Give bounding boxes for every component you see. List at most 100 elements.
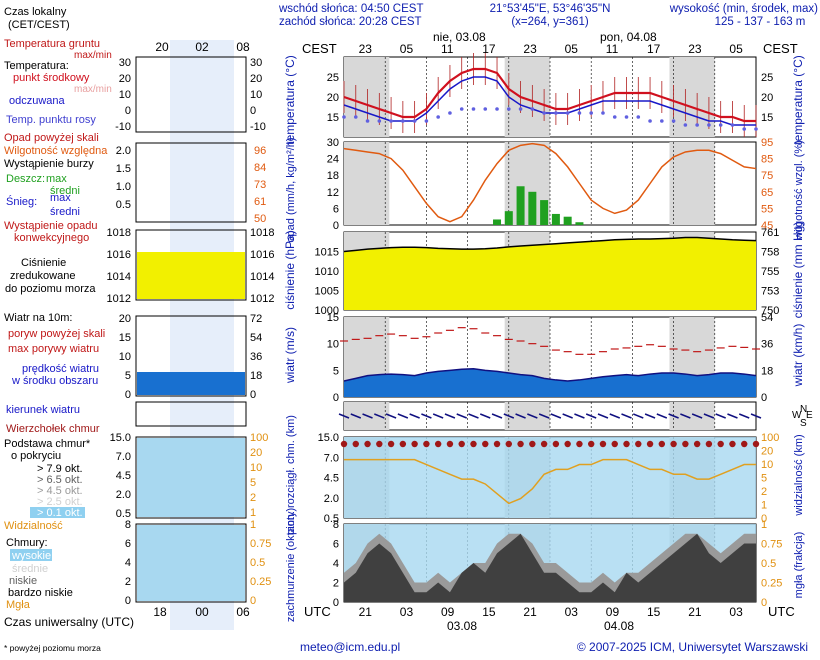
legend-low: niskie — [9, 575, 37, 587]
precip-bar — [551, 213, 560, 225]
axis-tick-label: 15 — [761, 112, 773, 124]
cloud-top-dot — [682, 440, 689, 448]
axis-tick-label: 15 — [327, 312, 339, 324]
legend-footnote: * powyżej poziomu morza — [4, 643, 101, 653]
legend-tick-label: 1 — [250, 507, 256, 519]
legend-tick-label: 4 — [125, 557, 131, 569]
legend-tick-label: -10 — [250, 121, 266, 133]
axis-tick-label: 45 — [761, 220, 773, 232]
compass-label: E — [806, 410, 813, 421]
cloud-top-dot — [576, 440, 583, 448]
wind-direction-arrow — [750, 413, 762, 419]
bottom-hour-label: 03 — [565, 605, 579, 619]
legend-tick-label: 18 — [250, 370, 262, 382]
cloudbase-axis-title: pion. rozciągł. chm. (km) — [285, 415, 297, 535]
legend-tick-label: 30 — [119, 57, 131, 69]
dew-point-dot — [377, 119, 382, 123]
elevation-values: 125 - 137 - 163 m — [715, 16, 806, 28]
legend-visibility: Widzialność — [4, 520, 63, 532]
legend-tick-label: 10 — [119, 89, 131, 101]
axis-tick-label: 6 — [333, 539, 339, 551]
wind-direction-arrow — [527, 413, 538, 419]
legend-wind-dir: kierunek wiatru — [6, 404, 80, 416]
wind-direction-arrow — [338, 413, 350, 419]
legend-cov3: > 4.5 okt. — [37, 485, 83, 497]
legend-panel-frame — [135, 315, 247, 397]
axis-tick-label: 18 — [327, 170, 339, 182]
legend-cov5: > 0.1 okt. — [37, 507, 83, 519]
legend-tick-label: 4.5 — [116, 470, 131, 482]
day2-label: pon, 04.08 — [600, 30, 657, 44]
wind-direction-arrow — [691, 413, 703, 419]
main-meteogram: 1520251520250612182430455565758595100010… — [315, 53, 813, 609]
visibility-line — [344, 458, 756, 505]
wind-direction-arrow — [385, 413, 397, 419]
wind-direction-arrow — [409, 413, 420, 419]
dew-point-dot — [530, 107, 535, 111]
humidity-axis-title: wilgotność wzgl. (%) — [793, 140, 805, 241]
cloud-top-dot — [693, 440, 701, 448]
axis-tick-label: 7.0 — [324, 452, 339, 464]
fog-axis-title: mgła (frakcja) — [793, 532, 805, 599]
cloud-top-dot — [599, 440, 607, 448]
axis-tick-label: 20 — [327, 92, 339, 104]
humidity-line — [343, 142, 757, 223]
dew-point-dot — [389, 119, 393, 123]
top-hour-label: 11 — [441, 42, 454, 56]
legend-pressure-area — [137, 252, 245, 299]
wind-direction-arrow — [397, 413, 409, 419]
wind-direction-arrow — [550, 413, 562, 419]
visibility-axis-title: widzialność (km) — [793, 434, 805, 516]
cloud-top-dot — [623, 440, 630, 448]
cloud-top-dot — [387, 440, 395, 448]
night-shade — [504, 57, 550, 137]
legend-pressure3: do poziomu morza — [5, 283, 96, 295]
low-cloud-area — [344, 533, 756, 602]
legend-tick-label: 6 — [125, 538, 131, 550]
elevation-title: wysokość (min, środek, max) — [669, 3, 818, 15]
wind-direction-arrow — [503, 413, 515, 419]
legend-tick-label: 1012 — [107, 293, 131, 305]
wind-direction-arrow — [479, 413, 491, 419]
legend-tick-label: 0 — [250, 389, 256, 401]
wind-axis-title: wiatr (m/s) — [283, 327, 297, 384]
sky-fill — [344, 437, 756, 518]
axis-tick-label: 30 — [327, 137, 339, 149]
legend-precip-above: Opad powyżej skali — [4, 132, 99, 144]
wind-direction-arrow — [585, 413, 597, 419]
wind-direction-arrow — [362, 413, 373, 419]
legend-tick-label: 1.5 — [116, 163, 131, 175]
legend-tick-label: 5 — [125, 370, 131, 382]
temp-axis-title-right: temperatura (°C) — [791, 55, 805, 145]
legend-wind-avg: prędkość wiatru — [22, 363, 99, 375]
dew-point-dot — [342, 115, 346, 119]
precip-bar — [516, 186, 525, 225]
cest-label-right: CEST — [763, 41, 798, 56]
legend-cloud-base2: o pokryciu — [11, 450, 61, 462]
wind-direction-arrow — [350, 413, 362, 419]
legend-tick-label: 2.0 — [116, 145, 131, 157]
temperature-line — [343, 67, 756, 123]
legend-tick-label: 0.75 — [250, 538, 271, 550]
axis-tick-label: 4 — [333, 558, 339, 570]
dew-point-dot — [577, 111, 582, 115]
axis-tick-label: 0.25 — [761, 578, 782, 590]
footer-email[interactable]: meteo@icm.edu.pl — [300, 640, 400, 654]
legend-humidity: Wilgotność względna — [4, 145, 108, 157]
legend-tick-label: 0.5 — [250, 557, 265, 569]
cloud-top-dot — [588, 440, 595, 448]
legend-tick-label: 61 — [254, 196, 266, 208]
cloud-top-dot — [670, 440, 677, 448]
legend-tick-label: 1018 — [250, 227, 274, 239]
bottom-hour-label: 21 — [688, 605, 702, 619]
legend-tick-label: 10 — [119, 351, 131, 363]
wind-direction-arrow — [633, 413, 644, 419]
top-hour-label: 23 — [688, 42, 702, 56]
day1-label: nie, 03.08 — [433, 30, 486, 44]
legend-panel-frame — [135, 229, 247, 301]
cloud-top-dot — [517, 440, 524, 448]
bottom-hour-label: 15 — [482, 605, 496, 619]
dew-point-dot — [565, 111, 570, 115]
legend-bottom-hour: 00 — [195, 605, 209, 619]
axis-tick-label: 55 — [761, 203, 773, 215]
